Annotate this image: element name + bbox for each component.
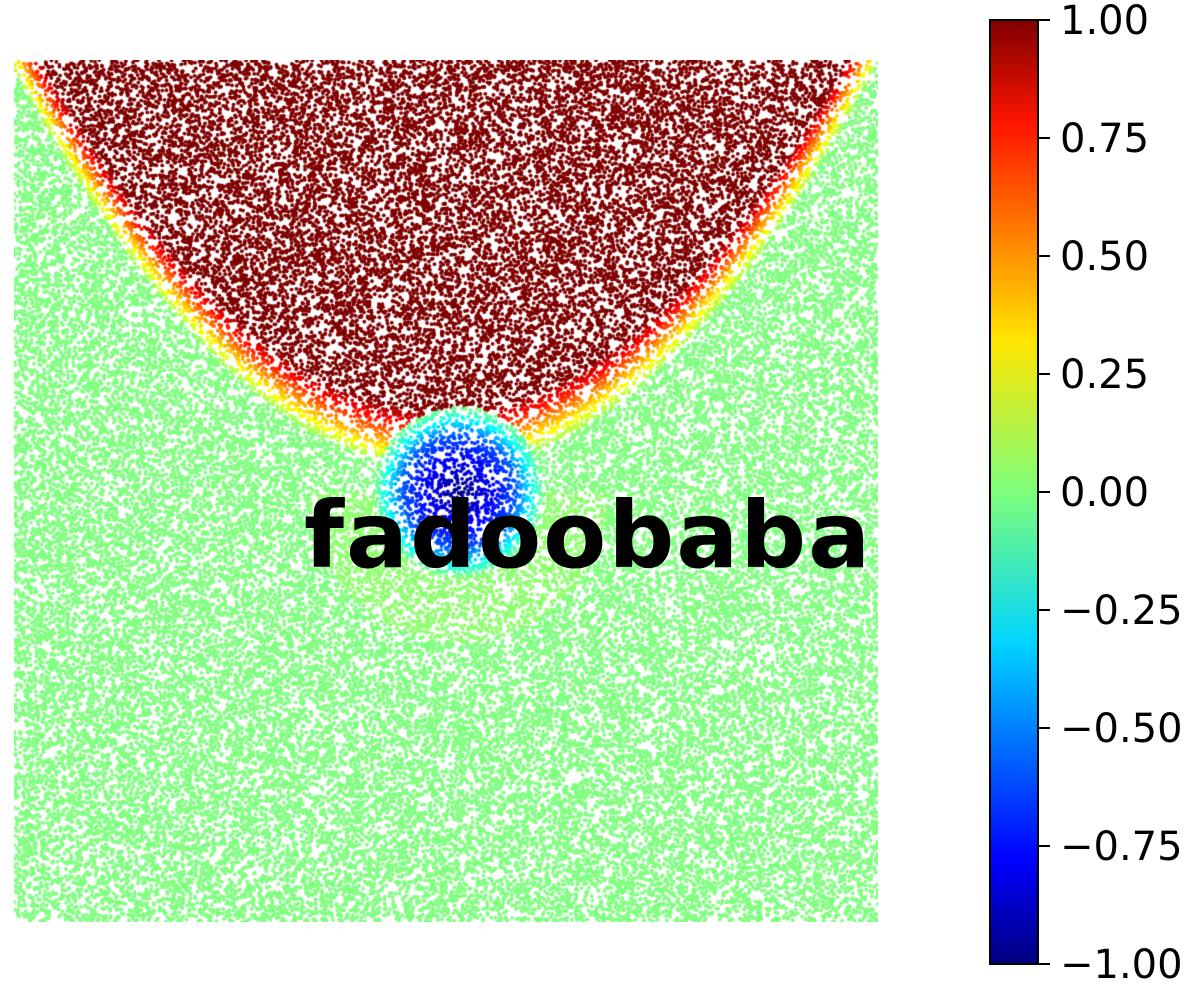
overlay-watermark-text: fadoobaba bbox=[304, 482, 873, 589]
colorbar-tick-label: −1.00 bbox=[1060, 942, 1183, 986]
colorbar-tick-label: −0.75 bbox=[1060, 824, 1183, 870]
colorbar-tick-label: 0.50 bbox=[1060, 234, 1149, 280]
colorbar-tick-label: 0.25 bbox=[1060, 352, 1149, 398]
colorbar-gradient bbox=[989, 19, 1039, 965]
colorbar-tick-label: 0.00 bbox=[1060, 470, 1149, 516]
scatter-points bbox=[14, 60, 878, 922]
colorbar-tick-label: 1.00 bbox=[1060, 0, 1149, 44]
scatter-plot: fadoobaba bbox=[14, 60, 878, 922]
colorbar-tick-label: −0.50 bbox=[1060, 706, 1183, 752]
colorbar-tick-label: −0.25 bbox=[1060, 588, 1183, 634]
colorbar-ticks: 1.00 0.75 0.50 0.25 0.00 −0.25 −0.50 −0.75 −1.00 bbox=[1038, 0, 1183, 986]
colorbar-tick-label: 0.75 bbox=[1060, 116, 1149, 162]
